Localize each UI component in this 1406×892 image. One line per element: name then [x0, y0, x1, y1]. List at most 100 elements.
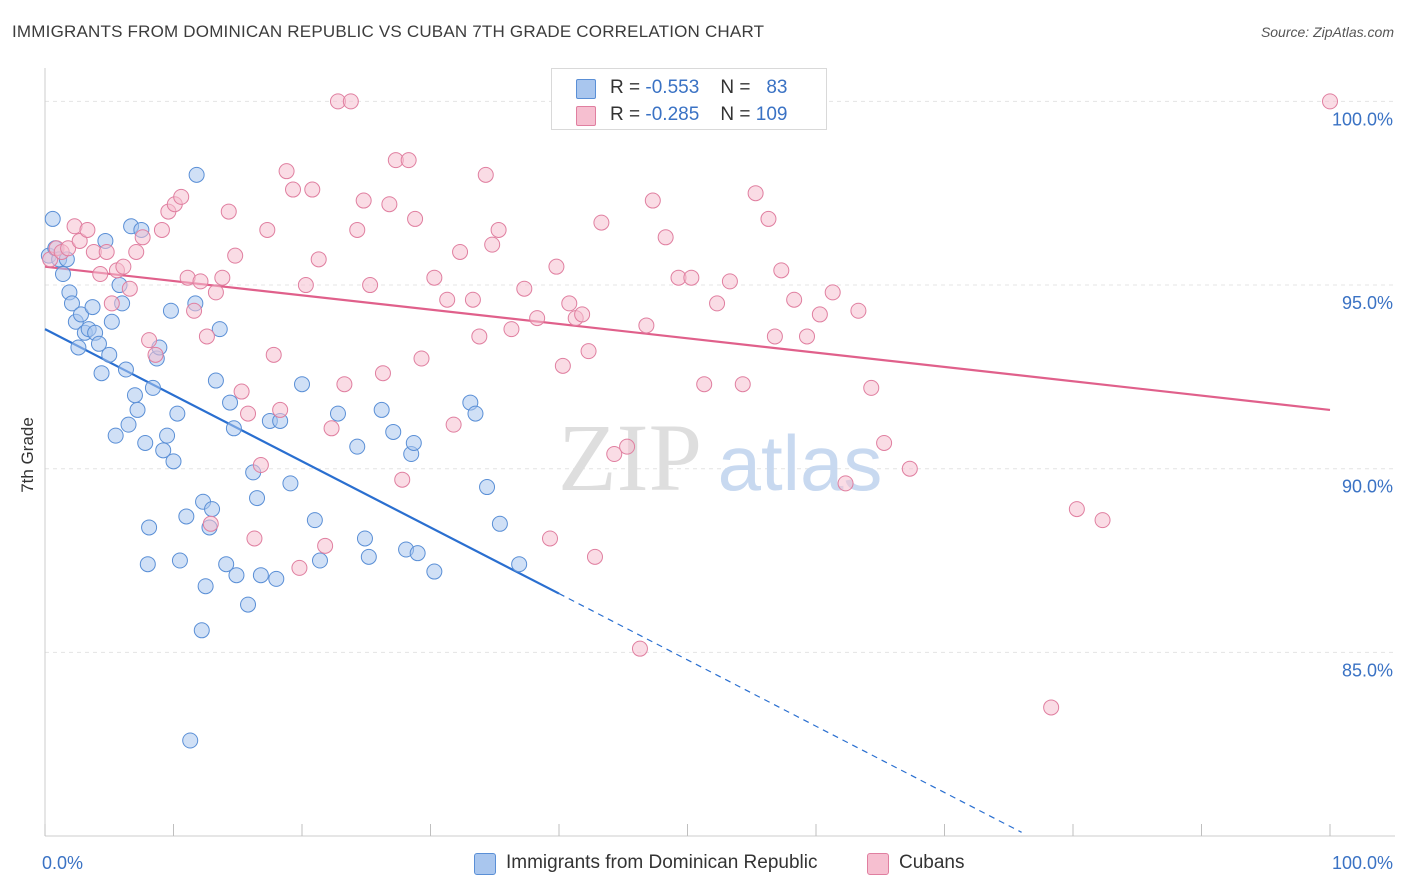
watermark-zip: ZIP: [558, 404, 702, 511]
data-point: [233, 383, 250, 400]
data-point: [141, 332, 158, 349]
data-point: [766, 328, 783, 345]
data-point: [811, 306, 828, 323]
data-point: [407, 210, 424, 227]
legend-n-label: N =: [720, 104, 751, 125]
data-point: [207, 372, 224, 389]
data-point: [54, 266, 71, 283]
data-point: [580, 343, 597, 360]
data-point: [63, 295, 80, 312]
data-point: [103, 313, 120, 330]
data-point: [240, 405, 257, 422]
trend-line-extension: [558, 593, 1022, 833]
data-point: [98, 243, 115, 260]
data-point: [799, 328, 816, 345]
data-point: [126, 387, 143, 404]
data-point: [426, 269, 443, 286]
data-point: [638, 317, 655, 334]
data-point: [1068, 501, 1085, 518]
data-point: [220, 203, 237, 220]
data-point: [227, 247, 244, 264]
legend-r-value: -0.553: [645, 77, 700, 98]
data-point: [477, 166, 494, 183]
data-point: [252, 457, 269, 474]
legend-n-value: 109: [755, 104, 788, 125]
data-point: [93, 365, 110, 382]
data-point: [222, 394, 239, 411]
axis-labels: 100.0% 95.0% 90.0% 85.0% 0.0% 100.0% 7th Grade: [18, 109, 1393, 873]
data-point: [192, 273, 209, 290]
data-point: [342, 93, 359, 110]
data-point: [304, 181, 321, 198]
data-point: [169, 405, 186, 422]
data-point: [1322, 93, 1338, 110]
data-point: [542, 530, 559, 547]
y-tick-label: 85.0%: [1342, 660, 1393, 680]
data-point: [115, 258, 132, 275]
series-1: [42, 93, 1338, 716]
data-point: [297, 277, 314, 294]
data-point: [349, 438, 366, 455]
data-point: [574, 306, 591, 323]
data-point: [837, 475, 854, 492]
data-point: [70, 339, 87, 356]
data-point: [1043, 699, 1060, 716]
data-point: [198, 328, 215, 345]
data-point: [586, 548, 603, 565]
data-point: [554, 357, 571, 374]
data-point: [336, 376, 353, 393]
data-points: [40, 93, 1338, 749]
data-point: [561, 295, 578, 312]
data-point: [360, 548, 377, 565]
data-point: [311, 552, 328, 569]
data-point: [214, 269, 231, 286]
data-point: [178, 508, 195, 525]
data-point: [445, 416, 462, 433]
data-point: [721, 273, 738, 290]
data-point: [249, 490, 266, 507]
data-point: [593, 214, 610, 231]
data-point: [282, 475, 299, 492]
data-point: [405, 434, 422, 451]
legend-n-value: 83: [766, 77, 788, 98]
data-point: [373, 401, 390, 418]
data-point: [120, 416, 137, 433]
legend-r-label: R =: [610, 104, 641, 125]
data-point: [272, 401, 289, 418]
data-point: [850, 302, 867, 319]
data-point: [503, 321, 520, 338]
data-point: [193, 622, 210, 639]
data-point: [619, 438, 636, 455]
data-point: [155, 442, 172, 459]
data-point: [103, 295, 120, 312]
data-point: [60, 240, 77, 257]
data-point: [218, 556, 235, 573]
data-point: [901, 460, 918, 477]
y-tick-label: 100.0%: [1332, 109, 1393, 129]
data-point: [773, 262, 790, 279]
data-point: [197, 578, 214, 595]
data-point: [162, 302, 179, 319]
legend-swatch-blue: [576, 79, 596, 99]
data-point: [171, 552, 188, 569]
watermark-atlas: atlas: [718, 419, 883, 507]
data-point: [876, 434, 893, 451]
data-point: [202, 515, 219, 532]
data-point: [182, 732, 199, 749]
data-point: [696, 376, 713, 393]
data-point: [207, 284, 224, 301]
data-point: [516, 280, 533, 297]
y-axis-title: 7th Grade: [18, 417, 37, 493]
watermark: ZIP atlas: [558, 404, 882, 511]
data-point: [511, 556, 528, 573]
data-point: [204, 501, 221, 518]
data-point: [349, 221, 366, 238]
data-point: [265, 346, 282, 363]
legend-n-label: N =: [720, 77, 751, 98]
data-point: [317, 537, 334, 554]
trendlines: [44, 265, 1331, 833]
data-point: [165, 453, 182, 470]
data-point: [452, 243, 469, 260]
data-point: [144, 379, 161, 396]
